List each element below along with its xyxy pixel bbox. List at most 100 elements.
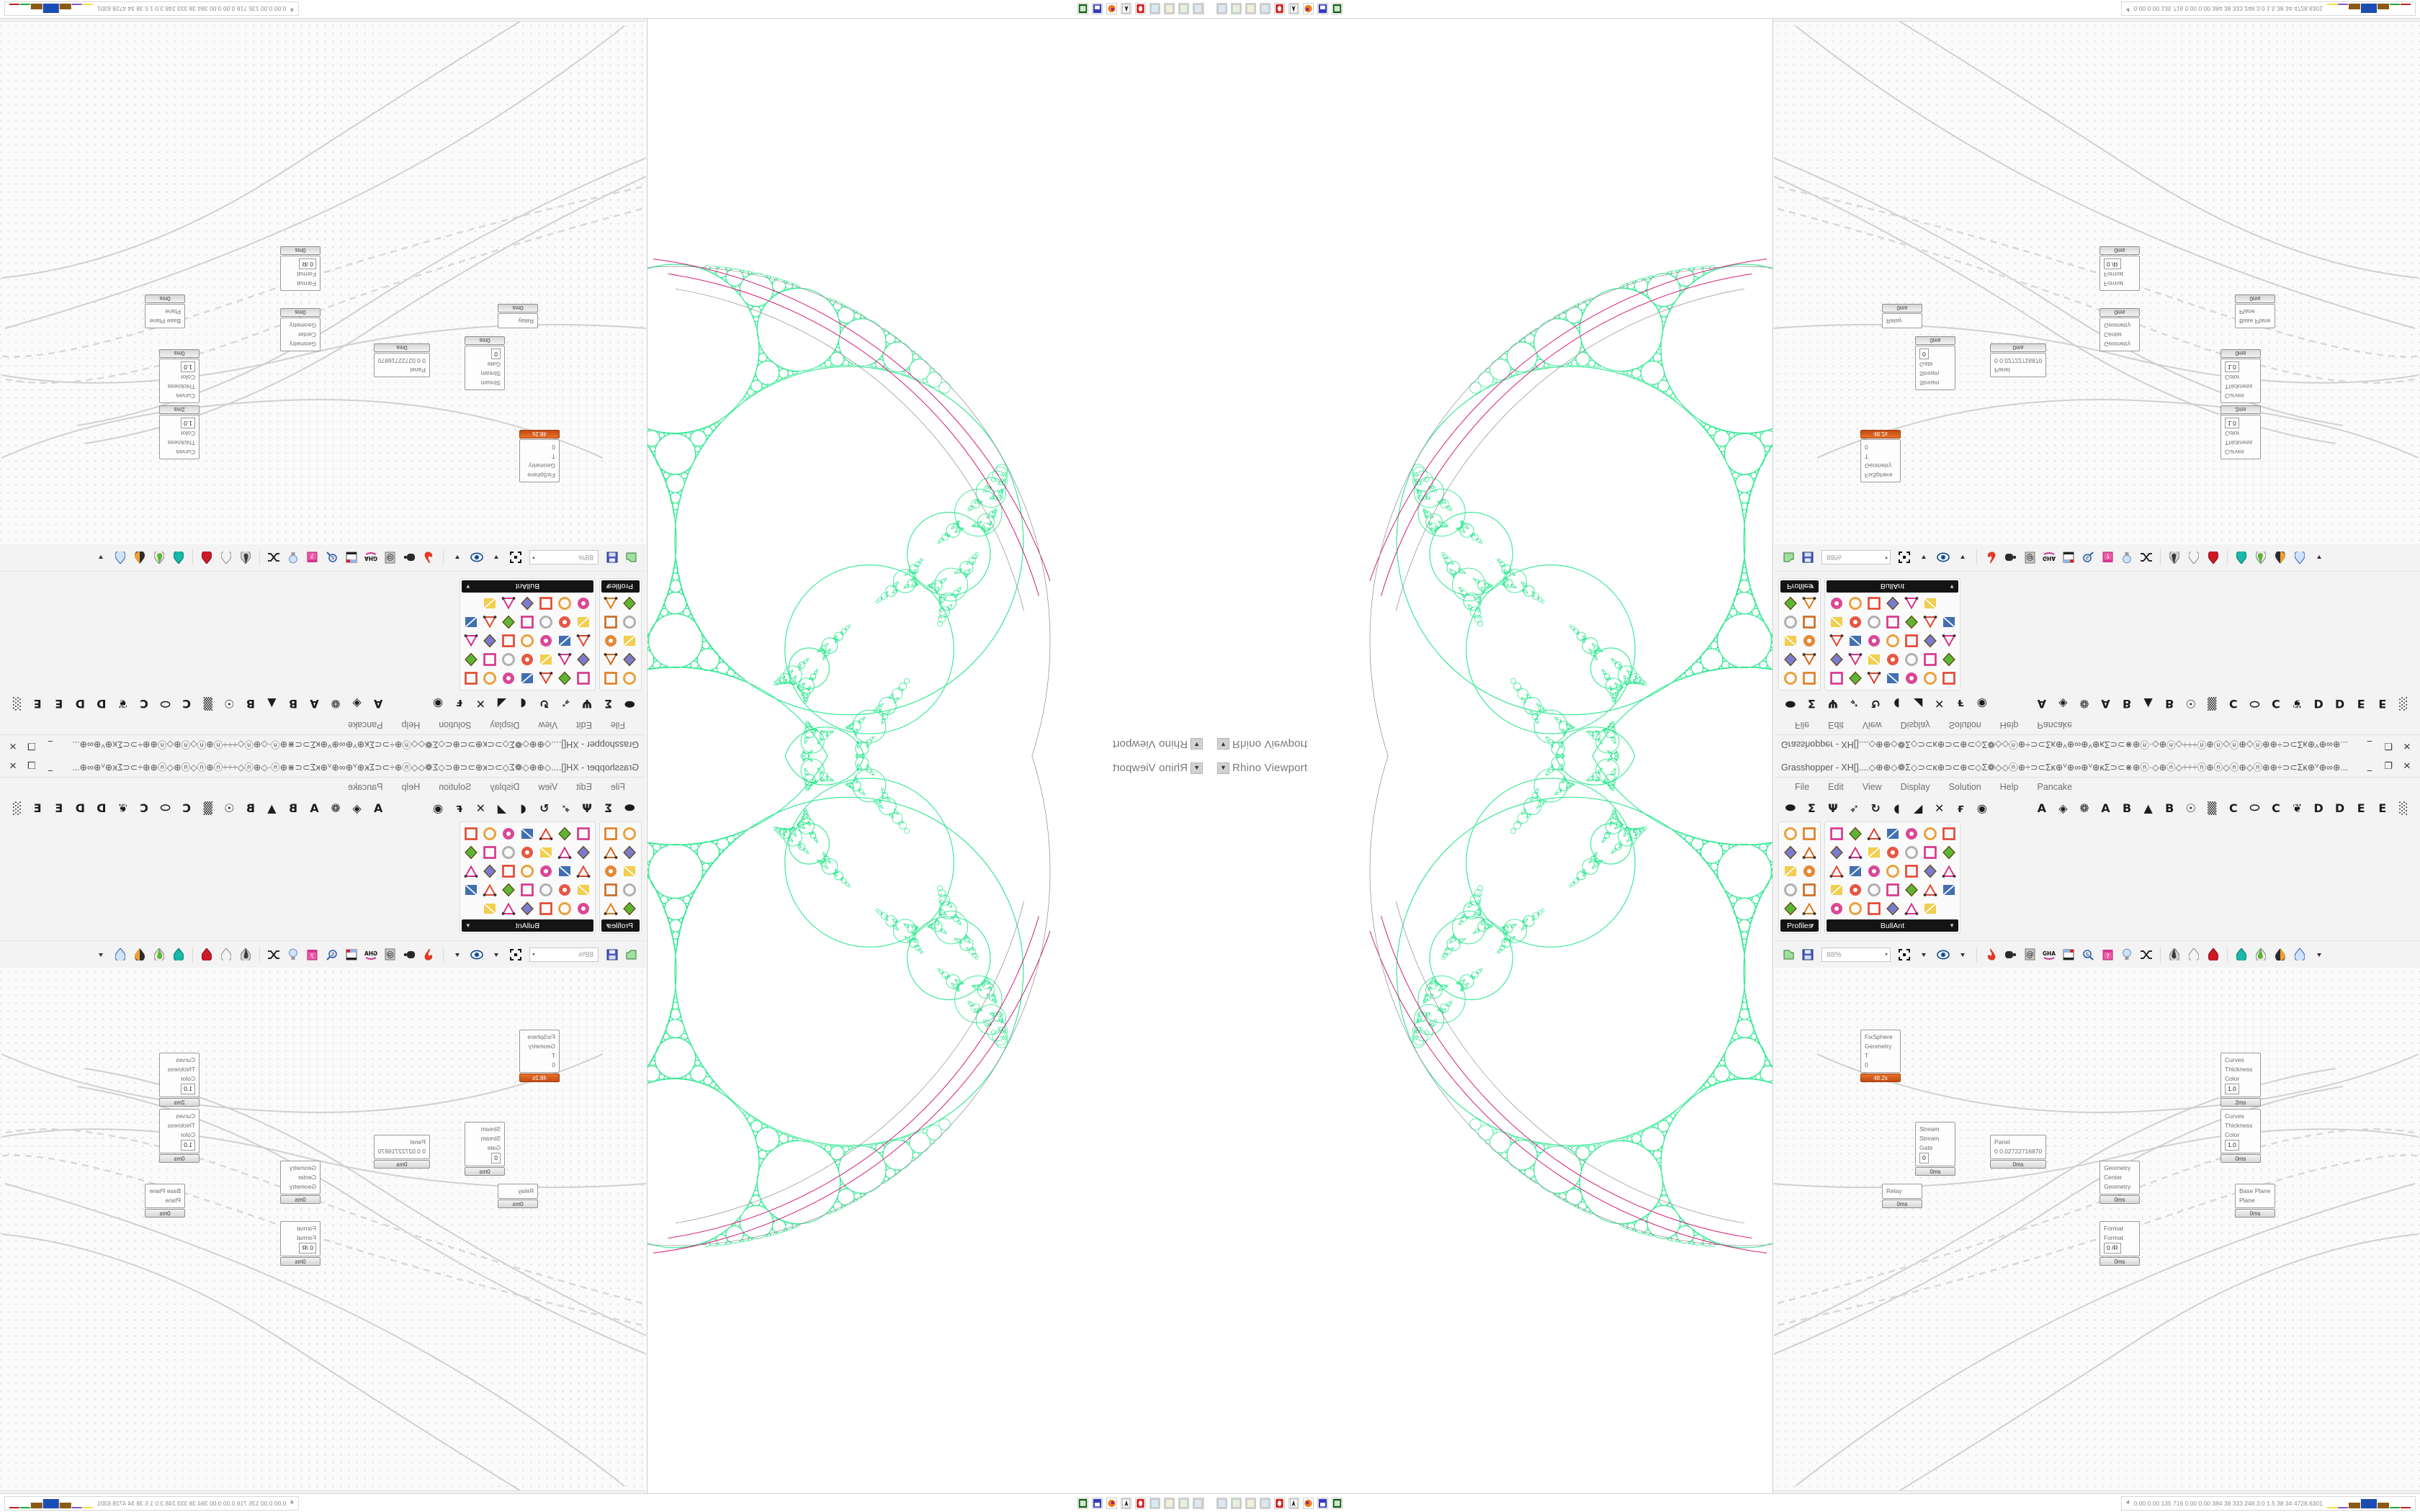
ball-icon[interactable] (575, 881, 593, 899)
curve2-icon[interactable] (1883, 613, 1901, 631)
shuffle-icon[interactable] (2138, 946, 2155, 963)
cone-icon[interactable] (575, 824, 593, 842)
node-body[interactable]: Curves Thickness Color 1.0 (2220, 1109, 2261, 1153)
cap-icon[interactable] (1781, 670, 1799, 688)
grasshopper-canvas[interactable]: Curves Thickness Color 1.0 2ms Curves Thicknes… (0, 968, 646, 1490)
canvas-node[interactable]: Curves Thickness Color 1.0 2ms (2220, 405, 2261, 459)
help-box-icon[interactable]: ? (2099, 549, 2116, 567)
arc-icon[interactable] (1846, 613, 1864, 631)
calculator-icon[interactable] (1150, 3, 1160, 15)
ribbon-tab-left-9[interactable]: ◉ (433, 697, 444, 711)
ribbon-tab-right-16[interactable]: E (2378, 697, 2387, 711)
node-param-row[interactable]: 0 0.02722716870 (377, 357, 426, 364)
caret-down-icon2[interactable] (1954, 549, 1971, 567)
minimize-icon[interactable]: _ (48, 761, 53, 772)
drop-orange-icon[interactable] (131, 946, 148, 963)
save-icon[interactable] (604, 549, 621, 567)
rainbow-icon[interactable] (481, 595, 499, 613)
canvas-node[interactable]: Geometry Center Geometry 0ms (2099, 308, 2140, 351)
ribbon-tab-right-10[interactable]: ⬭ (2249, 698, 2260, 711)
cube-icon[interactable] (1846, 632, 1864, 650)
ribbon-tab-left-8[interactable]: ғ (456, 801, 463, 815)
viewport-caret-icon[interactable]: ▼ (1217, 762, 1229, 774)
drop-teal-icon[interactable] (2233, 549, 2250, 567)
panel-expand-arrow-icon[interactable]: ▼ (1809, 922, 1815, 929)
ribbon-tab-right-11[interactable]: C (2272, 697, 2280, 711)
ribbon-tab-left-8[interactable]: ғ (1957, 697, 1964, 711)
node-param-row[interactable]: Stream (480, 370, 501, 377)
ribbon-tab-left-2[interactable]: Ψ (582, 801, 592, 815)
window-icon[interactable] (343, 549, 360, 567)
node-value[interactable]: 0 (1919, 1153, 1929, 1164)
canvas-node[interactable]: Curves Thickness Color 1.0 2ms (159, 405, 200, 459)
ribbon-tab-right-8[interactable]: ▒ (203, 697, 212, 711)
branch-icon[interactable] (1865, 824, 1883, 842)
ribbon-tab-right-1[interactable]: ◈ (2058, 697, 2068, 711)
basket-icon[interactable] (481, 651, 499, 669)
diamond-icon[interactable] (575, 595, 593, 613)
ribbon-tab-right-2[interactable]: ❁ (331, 697, 341, 711)
ribbon-tab-left-0[interactable]: ⬬ (1785, 801, 1796, 814)
menu-item-pancake[interactable]: Pancake (2037, 782, 2073, 792)
wing-icon[interactable] (556, 843, 574, 861)
ribbon-tab-left-4[interactable]: ↻ (1870, 801, 1881, 815)
menu-item-help[interactable]: Help (401, 720, 421, 730)
calculator-icon[interactable] (1260, 3, 1270, 15)
transform-icon[interactable] (1902, 670, 1920, 688)
wing-icon[interactable] (1846, 651, 1864, 669)
ribbon-tab-right-4[interactable]: B (2122, 801, 2132, 815)
node-param-row[interactable]: T (551, 453, 555, 460)
node-body[interactable]: FixSphere Geometry T 0 (519, 439, 560, 482)
canvas-node[interactable]: Base Plane Plane 0ms (145, 294, 185, 328)
arc-icon[interactable] (1846, 881, 1864, 899)
square2-icon[interactable] (1800, 613, 1818, 631)
at-icon[interactable]: @ (382, 549, 399, 567)
menu-item-pancake[interactable]: Pancake (2037, 720, 2073, 730)
canvas-node[interactable]: Geometry Center Geometry 0ms (280, 308, 321, 351)
drop-orange-icon[interactable] (2272, 946, 2289, 963)
ribbon-tab-right-7[interactable]: ☉ (2185, 697, 2196, 711)
ribbon-tab-right-15[interactable]: E (55, 697, 63, 711)
star-icon[interactable] (537, 613, 555, 631)
maximize-icon[interactable]: ❐ (27, 761, 36, 772)
preview-eye-icon[interactable] (1935, 946, 1952, 963)
ribbon-tab-right-3[interactable]: A (310, 697, 319, 711)
ribbon-tab-right-12[interactable]: ❦ (2292, 801, 2303, 815)
canvas-node[interactable]: Relay 0ms (1882, 304, 1922, 328)
menu-item-edit[interactable]: Edit (1828, 782, 1844, 792)
ribbon-tab-left-9[interactable]: ◉ (1976, 697, 1987, 711)
ibeam-icon[interactable] (621, 632, 639, 650)
basket3-icon[interactable] (481, 613, 499, 631)
chevron-down-icon[interactable]: ▾ (1884, 951, 1888, 958)
basket2-icon[interactable] (481, 632, 499, 650)
molecule-icon[interactable] (1846, 670, 1864, 688)
canvas-node[interactable]: Panel 0 0.02722716870 0ms (1990, 1135, 2047, 1169)
flame-icon[interactable] (421, 549, 438, 567)
maximize-icon[interactable]: ❐ (2384, 761, 2393, 772)
caret-down-icon3[interactable] (2311, 549, 2328, 567)
drop-red-icon[interactable] (198, 946, 215, 963)
drop-green-icon[interactable] (151, 549, 168, 567)
curve-icon[interactable] (537, 632, 555, 650)
triangle-icon[interactable] (1883, 651, 1901, 669)
mesh-icon[interactable] (462, 670, 480, 688)
node-body[interactable]: FixSphere Geometry T 0 (1860, 1030, 1901, 1073)
node-param-row[interactable]: Center (297, 1174, 316, 1181)
canvas-node[interactable]: FixSphere Geometry T 0 48.2s (1860, 1030, 1901, 1082)
transform2-icon[interactable] (1883, 595, 1901, 613)
drop-orange-icon[interactable] (2272, 549, 2289, 567)
chevron-down-icon[interactable]: ▾ (532, 951, 536, 958)
star-icon[interactable] (1865, 881, 1883, 899)
node-param-row[interactable]: T (1865, 453, 1869, 460)
node-body[interactable]: Curves Thickness Color 1.0 (2220, 359, 2261, 403)
shuffle-icon[interactable] (265, 946, 282, 963)
curve2-icon[interactable] (519, 881, 537, 899)
ribbon-tab-right-13[interactable]: D (97, 801, 107, 815)
ribbon-tab-left-1[interactable]: Σ (1807, 801, 1816, 815)
ribbon-tab-right-6[interactable]: B (2165, 697, 2174, 711)
ribbon-tab-right-2[interactable]: ❁ (2079, 697, 2089, 711)
notes-icon[interactable] (1178, 3, 1189, 15)
ribbon-tab-right-10[interactable]: ⬭ (160, 801, 171, 814)
firefox-icon[interactable] (1303, 1497, 1314, 1509)
ibeam-icon[interactable] (1781, 862, 1799, 880)
